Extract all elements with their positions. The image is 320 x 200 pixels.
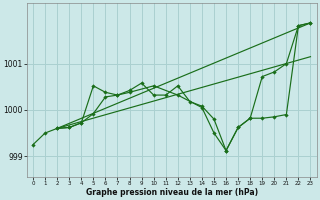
X-axis label: Graphe pression niveau de la mer (hPa): Graphe pression niveau de la mer (hPa) xyxy=(86,188,258,197)
